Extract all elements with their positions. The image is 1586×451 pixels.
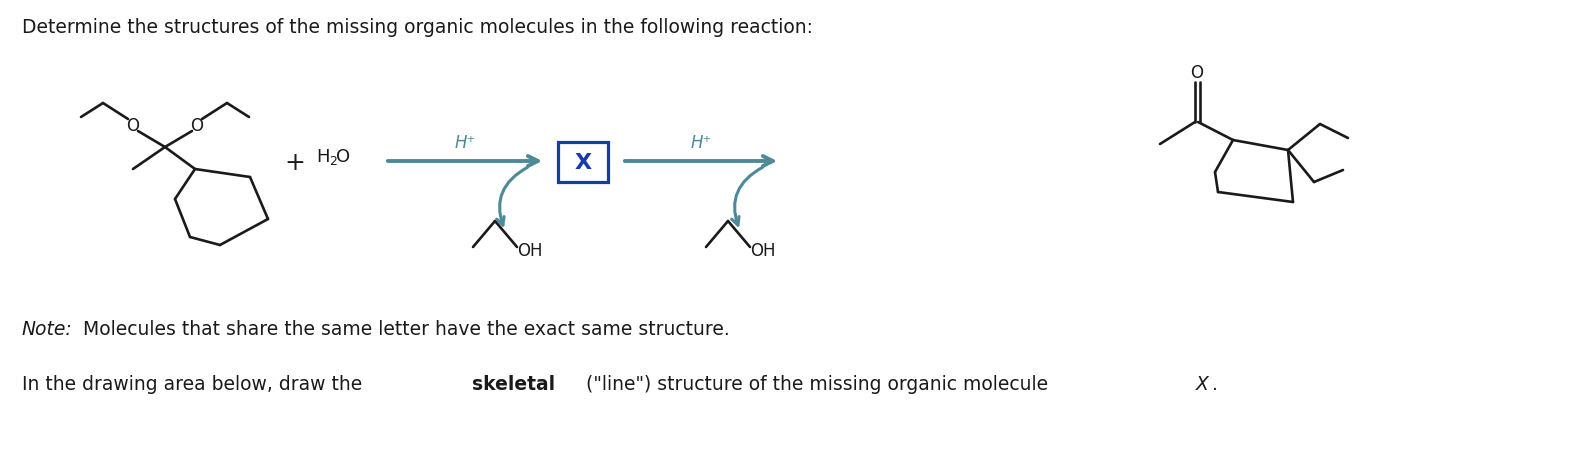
Text: OH: OH (517, 241, 542, 259)
Text: H: H (316, 147, 330, 166)
Text: O: O (127, 117, 140, 135)
FancyBboxPatch shape (558, 143, 607, 183)
Text: In the drawing area below, draw the: In the drawing area below, draw the (22, 374, 368, 393)
Text: skeletal: skeletal (471, 374, 555, 393)
Text: O: O (190, 117, 203, 135)
Text: .: . (1212, 374, 1218, 393)
Text: Determine the structures of the missing organic molecules in the following react: Determine the structures of the missing … (22, 18, 814, 37)
Text: OH: OH (750, 241, 776, 259)
Text: H⁺: H⁺ (454, 133, 476, 152)
Text: +: + (284, 151, 306, 175)
Text: O: O (336, 147, 351, 166)
Text: 2: 2 (328, 155, 336, 168)
Text: Molecules that share the same letter have the exact same structure.: Molecules that share the same letter hav… (78, 319, 730, 338)
Text: H⁺: H⁺ (690, 133, 712, 152)
Text: O: O (1191, 64, 1204, 82)
Text: X: X (1196, 374, 1209, 393)
Text: Note:: Note: (22, 319, 73, 338)
Text: ("line") structure of the missing organic molecule: ("line") structure of the missing organi… (579, 374, 1053, 393)
Text: X: X (574, 152, 592, 173)
